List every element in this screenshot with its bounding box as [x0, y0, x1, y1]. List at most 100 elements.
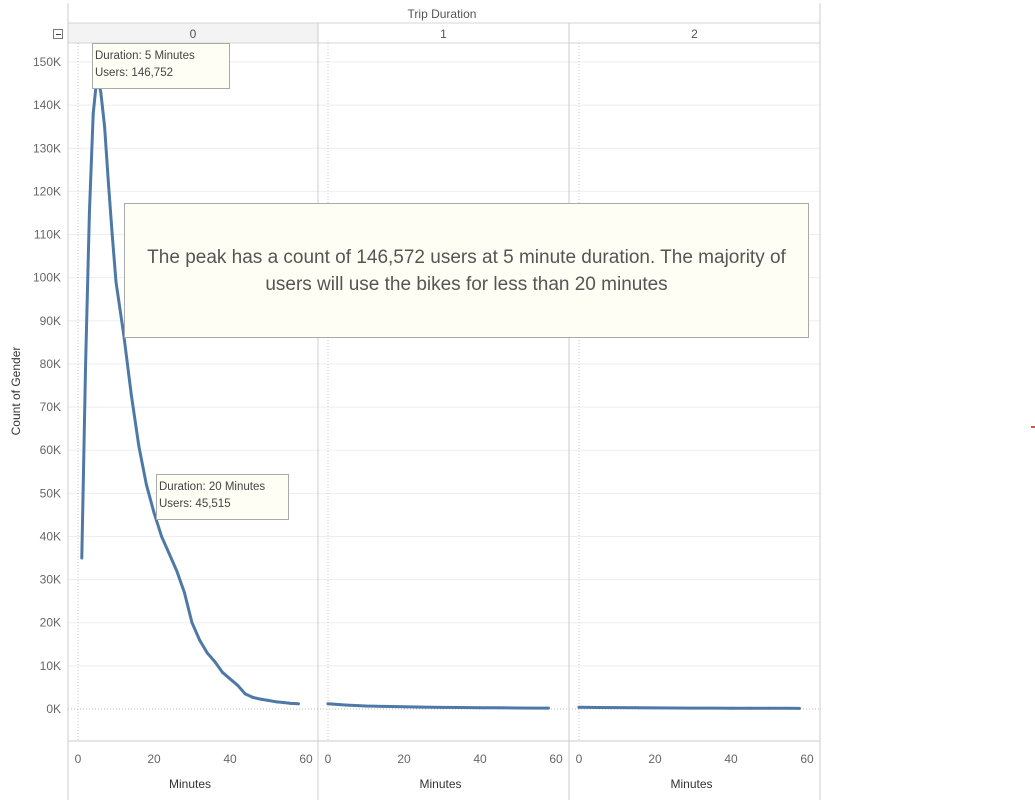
panel-0-data-point [190, 621, 194, 625]
panel-1-data-point [421, 705, 425, 709]
peak-tooltip-duration: Duration: 5 Minutes [95, 50, 195, 62]
panel-2-data-point [615, 706, 619, 709]
y-tick-label-7: 70K [40, 400, 61, 414]
panel-2-data-point [767, 706, 771, 710]
panel-2-data-point [798, 707, 801, 710]
panel-2-data-point [634, 706, 638, 710]
y-tick-label-2: 20K [40, 616, 61, 630]
y-tick-label-3: 30K [40, 573, 61, 587]
panel-1-data-point [547, 706, 550, 710]
panel-0-data-point [259, 697, 262, 701]
panel-1-data-point [459, 706, 463, 709]
panel-1-series-line [326, 702, 550, 710]
y-tick-label-12: 120K [33, 184, 61, 198]
panel-2-data-point [748, 706, 752, 710]
panel-2-x-tick-label-3: 60 [800, 752, 814, 766]
y-tick-label-10: 100K [33, 271, 61, 285]
panel-0-x-tick-label-1: 20 [147, 752, 161, 766]
panel-1-data-point [478, 706, 482, 710]
panel-1-data-point [364, 704, 368, 708]
panel-0-x-tick-label-2: 40 [223, 752, 237, 766]
panel-0-data-point [129, 392, 133, 396]
panel-0-x-tick-label-3: 60 [299, 752, 313, 766]
collapse-header-icon[interactable] [53, 29, 63, 39]
y-tick-label-9: 90K [40, 314, 61, 328]
panel-0-data-point [84, 362, 87, 366]
panel-2-data-point [596, 706, 600, 709]
panel-0-data-point [281, 701, 285, 704]
panel-2-series-line [577, 705, 801, 710]
chart-title: Trip Duration [408, 7, 477, 21]
panel-0-data-point [99, 90, 103, 94]
panel-2-data-point [729, 706, 733, 710]
panel-0-data-point [91, 112, 95, 116]
panel-0-data-point [88, 211, 91, 215]
panel-0-data-point [205, 651, 209, 655]
panel-1-x-tick-label-3: 60 [549, 752, 563, 766]
panel-1-header: 1 [440, 27, 447, 41]
y-tick-label-1: 10K [40, 659, 61, 673]
twenty-minute-tooltip: Duration: 20 Minutes Users: 45,515 [156, 474, 289, 520]
panel-1-data-point [440, 706, 444, 709]
panel-0-data-point [160, 535, 164, 538]
panel-0-header-bg [68, 23, 318, 43]
panel-0-x-tick-label-0: 0 [75, 752, 82, 766]
panel-1-data-point [535, 706, 539, 710]
y-tick-label-6: 60K [40, 443, 61, 457]
panel-0-data-point [175, 569, 179, 573]
panel-0-data-point [103, 125, 106, 129]
panel-2-data-point [691, 706, 695, 710]
panel-0-data-point [289, 702, 293, 705]
panel-0-data-point [145, 483, 148, 487]
y-tick-label-13: 130K [33, 141, 61, 155]
panel-2-x-tick-label-0: 0 [576, 752, 583, 766]
panel-0-data-point [137, 444, 141, 448]
panel-2-data-point [710, 706, 714, 710]
y-axis-title: Count of Gender [9, 347, 23, 436]
panel-0-data-point [274, 700, 277, 704]
y-tick-label-15: 150K [33, 55, 61, 69]
panel-0-data-point [236, 683, 240, 687]
panel-1-data-point [497, 706, 501, 710]
panel-2-data-point [786, 706, 790, 710]
panel-0-data-point [152, 511, 156, 515]
panel-0-data-point [251, 696, 255, 699]
panel-0-data-point [167, 552, 171, 556]
panel-0-data-point [183, 591, 186, 594]
panel-0-data-point [107, 181, 110, 185]
twenty-minute-tooltip-users: Users: 45,515 [159, 498, 231, 510]
panel-2-x-tick-label-1: 20 [648, 752, 662, 766]
panel-2-x-axis-title: Minutes [670, 777, 712, 791]
panel-2-data-point [672, 706, 676, 710]
panel-2-data-point [653, 706, 657, 710]
panel-0-data-point [213, 660, 217, 663]
panel-0-data-point [266, 699, 270, 702]
y-tick-label-4: 40K [40, 529, 61, 543]
panel-0-data-point [110, 233, 114, 236]
panel-0-x-axis-title: Minutes [169, 777, 211, 791]
annotation-text: The peak has a count of 146,572 users at… [147, 246, 786, 295]
panel-0-data-point [297, 702, 300, 706]
panel-2-data-point [577, 705, 581, 709]
panel-0-data-point [114, 280, 118, 284]
edge-marker [1031, 426, 1035, 428]
peak-tooltip: Duration: 5 Minutes Users: 146,752 [92, 43, 230, 89]
panel-1-data-point [383, 705, 387, 708]
panel-1-data-point [326, 702, 330, 706]
panel-1-x-axis-title: Minutes [419, 777, 461, 791]
panel-0-data-point [243, 692, 247, 696]
panel-2-x-tick-label-2: 40 [724, 752, 738, 766]
y-tick-label-11: 110K [34, 228, 61, 242]
panel-0-data-point [228, 677, 232, 681]
panel-1-x-tick-label-0: 0 [325, 752, 332, 766]
y-tick-label-14: 140K [33, 98, 61, 112]
panel-0-header: 0 [190, 27, 197, 41]
panel-1-x-tick-label-2: 40 [473, 752, 487, 766]
y-tick-label-0: 0K [46, 702, 61, 716]
panel-1-x-tick-label-1: 20 [397, 752, 411, 766]
panel-0-data-point [80, 556, 84, 560]
panel-0-data-point [221, 670, 224, 674]
panel-0-data-point [198, 638, 202, 642]
y-tick-label-5: 50K [40, 486, 61, 500]
